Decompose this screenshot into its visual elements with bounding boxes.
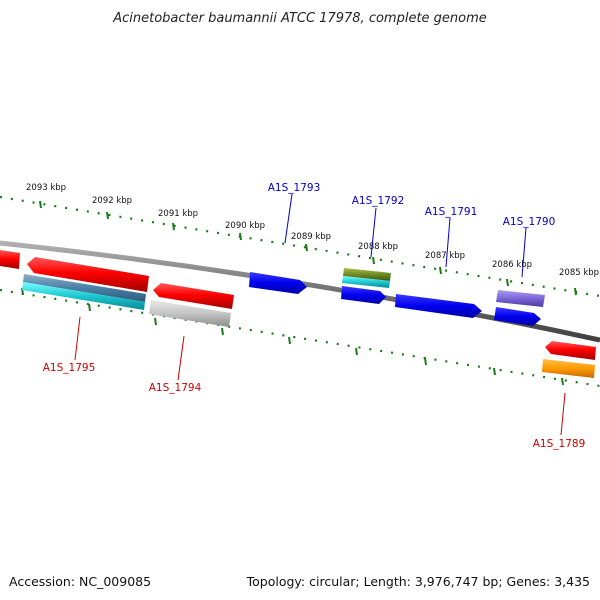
gene-arrow-forward[interactable] bbox=[342, 276, 390, 288]
ruler-label: 2090 kbp bbox=[225, 221, 265, 231]
ruler-tick bbox=[493, 367, 496, 376]
ruler-tick bbox=[39, 200, 42, 209]
ruler-tick bbox=[88, 303, 91, 312]
gene-arrow-forward[interactable] bbox=[395, 294, 482, 318]
gene-arrow-forward[interactable] bbox=[249, 272, 307, 294]
leader-line bbox=[284, 193, 293, 244]
ruler-tick bbox=[221, 327, 224, 336]
upper-ruler bbox=[0, 195, 600, 298]
ruler-label: 2089 kbp bbox=[291, 232, 331, 242]
ruler-label: 2085 kbp bbox=[559, 268, 599, 278]
ruler-tick bbox=[106, 211, 109, 220]
ruler-label: 2086 kbp bbox=[492, 260, 532, 270]
gene-label-forward[interactable]: A1S_1792 bbox=[352, 195, 405, 207]
ruler-tick bbox=[561, 377, 564, 386]
ruler-tick bbox=[355, 347, 358, 356]
gene-label-forward[interactable]: A1S_1790 bbox=[503, 216, 556, 228]
ruler-tick bbox=[574, 287, 577, 296]
gene-label-reverse[interactable]: A1S_1794 bbox=[149, 382, 202, 394]
gene-arrow-reverse[interactable] bbox=[545, 341, 596, 360]
gene-label-reverse[interactable]: A1S_1789 bbox=[533, 438, 586, 450]
gene-arrow-forward[interactable] bbox=[494, 307, 541, 326]
lower-ruler-line bbox=[0, 288, 600, 388]
ruler-tick bbox=[439, 266, 442, 275]
leader-line bbox=[177, 335, 185, 381]
gene-arrow-reverse[interactable] bbox=[27, 257, 149, 292]
ruler-label: 2087 kbp bbox=[425, 251, 465, 261]
leader-line bbox=[560, 392, 566, 436]
gene-label-forward[interactable]: A1S_1791 bbox=[425, 206, 478, 218]
ruler-label: 2088 kbp bbox=[358, 242, 398, 252]
forward-leaders bbox=[284, 193, 527, 278]
ruler-tick bbox=[424, 357, 427, 366]
topology-text: Topology: circular; Length: 3,976,747 bp… bbox=[246, 574, 590, 589]
ruler-tick bbox=[239, 232, 242, 241]
leader-line bbox=[370, 207, 377, 258]
map-title: Acinetobacter baumannii ATCC 17978, comp… bbox=[112, 11, 487, 26]
gene-arrow-forward[interactable] bbox=[496, 290, 545, 307]
ruler-label: 2091 kbp bbox=[158, 209, 198, 219]
gene-arrow-reverse[interactable] bbox=[149, 300, 231, 327]
leader-line bbox=[521, 227, 527, 278]
gene-arrow-forward[interactable] bbox=[343, 268, 391, 281]
ruler-tick bbox=[506, 278, 509, 287]
gene-arrow-reverse[interactable] bbox=[542, 359, 595, 378]
gene-arrow-reverse[interactable] bbox=[153, 283, 234, 309]
gene-label-forward[interactable]: A1S_1793 bbox=[268, 182, 321, 194]
accession-text: Accession: NC_009085 bbox=[9, 574, 151, 589]
ruler-tick bbox=[288, 336, 291, 345]
ruler-tick bbox=[305, 243, 308, 252]
ruler-label: 2092 kbp bbox=[92, 196, 132, 206]
gene-arrow-forward[interactable] bbox=[341, 286, 386, 304]
ruler-tick bbox=[172, 222, 175, 231]
leader-line bbox=[445, 217, 451, 268]
ruler-label: 2093 kbp bbox=[26, 183, 66, 193]
gene-label-reverse[interactable]: A1S_1795 bbox=[43, 362, 96, 374]
reverse-leaders bbox=[74, 316, 566, 436]
ruler-tick bbox=[372, 256, 375, 265]
lower-ruler bbox=[0, 287, 600, 388]
gene-arrow-reverse[interactable] bbox=[0, 250, 20, 269]
upper-ruler-line bbox=[0, 195, 600, 298]
gene-arrow-reverse[interactable] bbox=[23, 274, 146, 302]
ruler-tick bbox=[154, 317, 157, 326]
gene-arrow-reverse[interactable] bbox=[22, 282, 145, 310]
leader-line bbox=[74, 316, 81, 361]
